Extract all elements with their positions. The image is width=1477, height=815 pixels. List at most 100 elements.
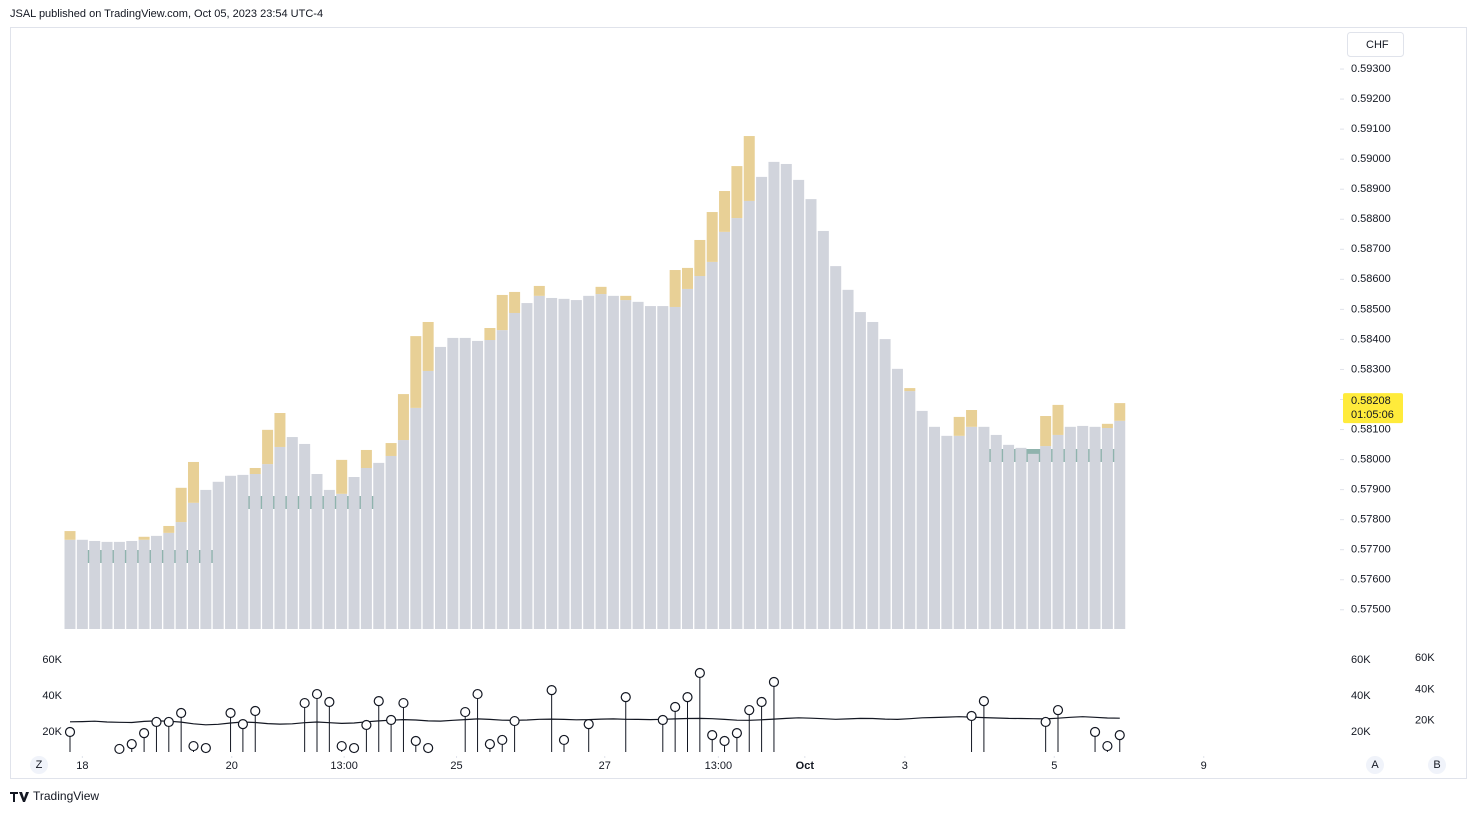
high-bar xyxy=(410,336,422,408)
volume-dot xyxy=(620,692,631,703)
x-tick-label: 13:00 xyxy=(705,760,733,772)
high-bar xyxy=(904,388,916,392)
high-bar xyxy=(669,270,681,307)
price-bar xyxy=(657,306,669,629)
price-bar xyxy=(459,337,471,629)
scale-button[interactable]: B xyxy=(1433,759,1440,771)
volume-dot xyxy=(1089,726,1101,738)
volume-dot xyxy=(250,705,261,717)
price-bar xyxy=(76,539,88,629)
volume-y2-tick-label: 40K xyxy=(1415,683,1435,695)
high-bar xyxy=(1101,423,1113,429)
x-tick-label: 18 xyxy=(76,760,88,772)
high-bar xyxy=(138,536,150,540)
high-bar xyxy=(953,416,965,436)
price-bar xyxy=(793,179,805,629)
y-tick-label: 0.58800 xyxy=(1351,213,1391,225)
high-bar xyxy=(274,413,286,447)
price-bar xyxy=(669,306,681,629)
price-bar xyxy=(682,288,693,629)
x-tick-label: 3 xyxy=(902,760,908,772)
price-bar xyxy=(1015,447,1027,629)
high-bar xyxy=(731,166,743,219)
high-bar xyxy=(262,429,274,465)
high-bar xyxy=(509,291,521,313)
high-bar xyxy=(682,267,693,289)
button-bg[interactable] xyxy=(1428,756,1446,774)
price-bar xyxy=(558,298,570,629)
price-bar xyxy=(336,493,348,629)
price-bar xyxy=(286,437,298,629)
y-tick-label: 0.57800 xyxy=(1351,514,1391,526)
volume-dot xyxy=(1102,740,1113,752)
price-bar xyxy=(990,434,1002,629)
volume-dot xyxy=(707,729,718,741)
price-bar xyxy=(632,301,644,629)
button-bg[interactable] xyxy=(1366,756,1384,774)
x-tick-label: 27 xyxy=(599,760,611,772)
high-bar xyxy=(743,136,755,201)
price-bar xyxy=(607,295,619,629)
volume-dot xyxy=(126,738,137,750)
volume-dot xyxy=(237,719,248,730)
price-bar xyxy=(1089,426,1101,629)
volume-dot xyxy=(744,704,755,716)
price-bar xyxy=(484,340,496,629)
price-bar xyxy=(200,489,212,629)
high-bar xyxy=(595,286,607,295)
volume-dot xyxy=(225,707,236,719)
price-bar xyxy=(830,266,842,629)
y-tick-label: 0.58900 xyxy=(1351,183,1391,195)
x-tick-label: 20 xyxy=(226,760,238,772)
price-bar xyxy=(620,300,632,629)
high-bar xyxy=(966,410,978,427)
volume-dot xyxy=(670,701,681,713)
scale-button[interactable]: A xyxy=(1371,759,1379,771)
price-bar xyxy=(249,473,261,629)
price-bar xyxy=(570,300,582,629)
price-bar xyxy=(756,176,768,630)
volume-dot xyxy=(1040,716,1051,728)
volume-dot xyxy=(731,728,743,739)
high-bar xyxy=(496,294,508,331)
volume-tick-label: 60K xyxy=(1351,654,1371,666)
price-bar xyxy=(385,455,397,629)
volume-dot xyxy=(472,688,483,700)
volume-tick-label: 40K xyxy=(42,690,62,702)
volume-dot xyxy=(966,710,977,722)
y-tick-label: 0.58000 xyxy=(1351,453,1391,465)
volume-dot xyxy=(460,706,471,718)
volume-dot xyxy=(410,735,421,747)
price-bar xyxy=(706,261,718,629)
price-bar xyxy=(89,540,101,629)
price-bar xyxy=(916,410,928,629)
volume-dot xyxy=(694,667,705,679)
x-tick-label: 13:00 xyxy=(330,760,358,772)
price-bar xyxy=(854,312,866,629)
volume-dot xyxy=(583,719,594,730)
price-bar xyxy=(533,295,545,629)
y-tick-label: 0.57900 xyxy=(1351,484,1391,496)
button-bg[interactable] xyxy=(30,756,48,774)
high-bar xyxy=(1040,416,1052,447)
high-bar xyxy=(620,295,632,301)
high-bar xyxy=(533,285,545,296)
volume-y2-tick-label: 20K xyxy=(1415,715,1435,727)
price-bar xyxy=(188,502,199,629)
currency-box[interactable] xyxy=(1347,32,1404,57)
high-bar xyxy=(360,449,372,468)
scale-button[interactable]: Z xyxy=(36,759,43,771)
high-bar xyxy=(336,459,348,494)
volume-dot xyxy=(768,676,780,688)
volume-dot xyxy=(139,728,150,739)
brand-logo[interactable] xyxy=(10,792,29,802)
volume-dot xyxy=(546,685,557,696)
price-bar xyxy=(64,539,76,629)
price-bar xyxy=(447,337,459,629)
price-bar xyxy=(1101,428,1113,629)
volume-dot xyxy=(756,696,767,708)
currency-label[interactable]: CHF xyxy=(1366,39,1389,51)
last-price-label: 0.58208 xyxy=(1351,395,1391,407)
price-bar xyxy=(274,446,286,629)
brand-name[interactable]: TradingView xyxy=(33,789,99,803)
